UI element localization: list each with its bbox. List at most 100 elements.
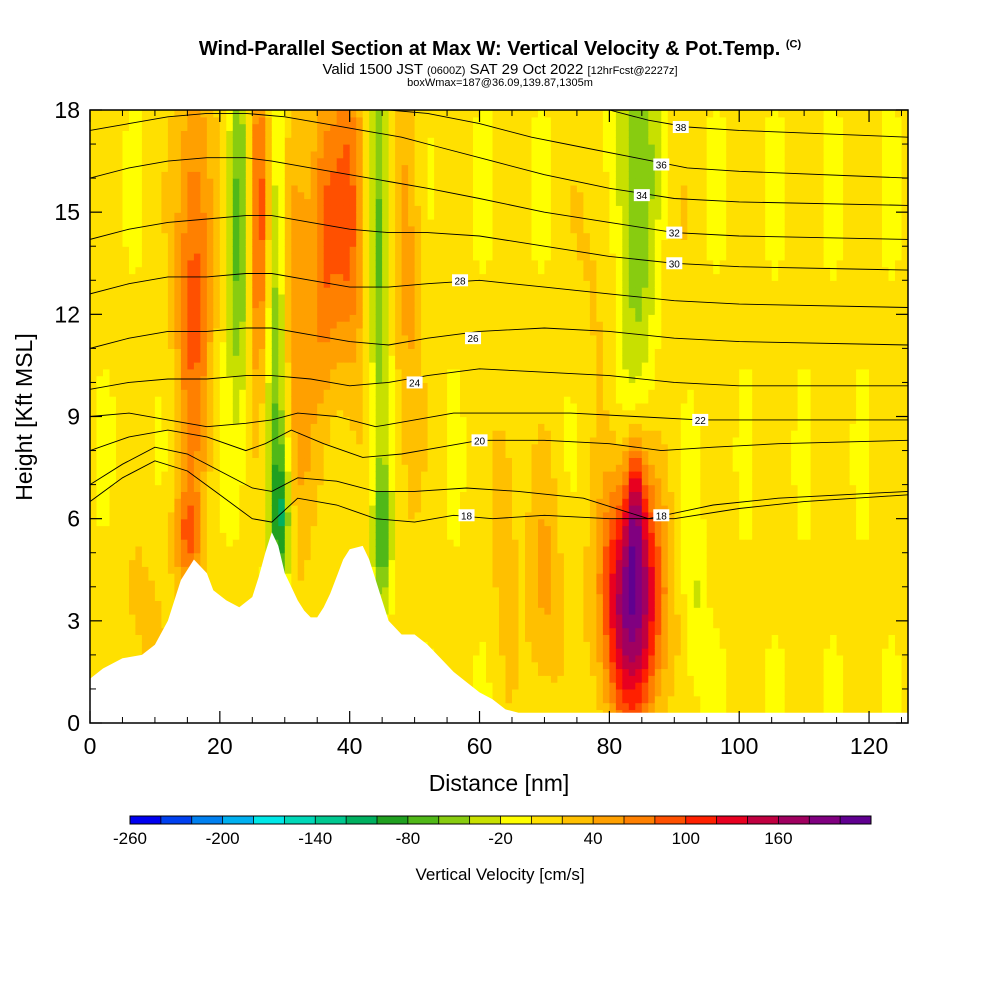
field-cell — [103, 116, 111, 125]
field-cell — [96, 607, 104, 615]
field-cell — [395, 498, 403, 506]
field-cell — [349, 300, 357, 309]
field-cell — [278, 518, 286, 527]
field-cell — [317, 116, 325, 125]
field-cell — [414, 477, 422, 486]
field-cell — [310, 212, 318, 220]
field-cell — [161, 164, 169, 172]
field-cell — [427, 137, 435, 145]
field-cell — [174, 219, 182, 227]
field-cell — [291, 171, 299, 179]
field-cell — [135, 443, 143, 452]
field-cell — [421, 627, 429, 636]
field-cell — [258, 362, 266, 370]
field-cell — [297, 293, 305, 302]
field-cell — [349, 239, 357, 247]
field-cell — [174, 314, 182, 322]
field-cell — [129, 321, 137, 329]
field-cell — [96, 300, 104, 309]
field-cell — [122, 355, 130, 363]
field-cell — [193, 225, 201, 234]
field-cell — [388, 219, 396, 227]
field-cell — [362, 443, 370, 452]
field-cell — [291, 375, 299, 384]
field-cell — [213, 498, 221, 506]
field-cell — [401, 144, 409, 152]
field-cell — [239, 293, 247, 302]
field-cell — [245, 246, 253, 254]
field-cell — [369, 116, 377, 125]
field-cell — [362, 409, 370, 418]
field-cell — [291, 205, 299, 213]
field-cell — [258, 505, 266, 513]
field-cell — [122, 620, 130, 629]
field-cell — [265, 137, 273, 145]
field-cell — [388, 116, 396, 125]
field-cell — [200, 430, 208, 438]
field-cell — [174, 416, 182, 424]
field-cell — [122, 212, 130, 220]
field-cell — [421, 198, 429, 206]
field-cell — [129, 157, 137, 166]
field-cell — [408, 239, 416, 247]
field-cell — [323, 287, 331, 295]
field-cell — [258, 402, 266, 411]
field-cell — [252, 375, 260, 384]
field-cell — [103, 225, 111, 234]
field-cell — [122, 368, 130, 377]
field-cell — [297, 225, 305, 234]
field-cell — [356, 287, 364, 295]
field-cell — [336, 184, 344, 193]
field-cell — [109, 198, 117, 206]
field-cell — [116, 314, 124, 322]
field-cell — [336, 545, 344, 554]
field-cell — [141, 293, 149, 302]
field-cell — [349, 328, 357, 336]
field-cell — [116, 219, 124, 227]
field-cell — [323, 573, 331, 581]
field-cell — [284, 382, 292, 390]
field-cell — [103, 157, 111, 166]
field-cell — [129, 627, 137, 636]
field-cell — [304, 402, 312, 411]
field-cell — [362, 375, 370, 384]
field-cell — [187, 178, 195, 186]
field-cell — [206, 566, 214, 574]
field-cell — [161, 505, 169, 513]
field-cell — [154, 300, 162, 309]
field-cell — [252, 259, 260, 268]
field-cell — [116, 212, 124, 220]
field-cell — [154, 464, 162, 472]
field-cell — [310, 273, 318, 281]
field-cell — [421, 191, 429, 200]
field-cell — [336, 491, 344, 499]
field-cell — [206, 321, 214, 329]
field-cell — [362, 477, 370, 486]
field-cell — [154, 225, 162, 234]
field-cell — [291, 389, 299, 397]
field-cell — [408, 545, 416, 554]
field-cell — [129, 198, 137, 206]
field-cell — [434, 566, 442, 574]
field-cell — [408, 443, 416, 452]
field-cell — [226, 552, 234, 561]
field-cell — [206, 314, 214, 322]
field-cell — [148, 396, 156, 404]
field-cell — [382, 205, 390, 213]
field-cell — [421, 110, 429, 118]
field-cell — [96, 314, 104, 322]
field-cell — [408, 532, 416, 540]
field-cell — [349, 157, 357, 166]
field-cell — [154, 116, 162, 125]
field-cell — [388, 443, 396, 452]
field-cell — [161, 396, 169, 404]
field-cell — [304, 293, 312, 302]
field-cell — [167, 402, 175, 411]
field-cell — [148, 634, 156, 642]
field-cell — [343, 266, 351, 275]
field-cell — [129, 266, 137, 275]
field-cell — [362, 232, 370, 241]
field-cell — [174, 280, 182, 288]
field-cell — [226, 409, 234, 418]
field-cell — [90, 648, 98, 656]
